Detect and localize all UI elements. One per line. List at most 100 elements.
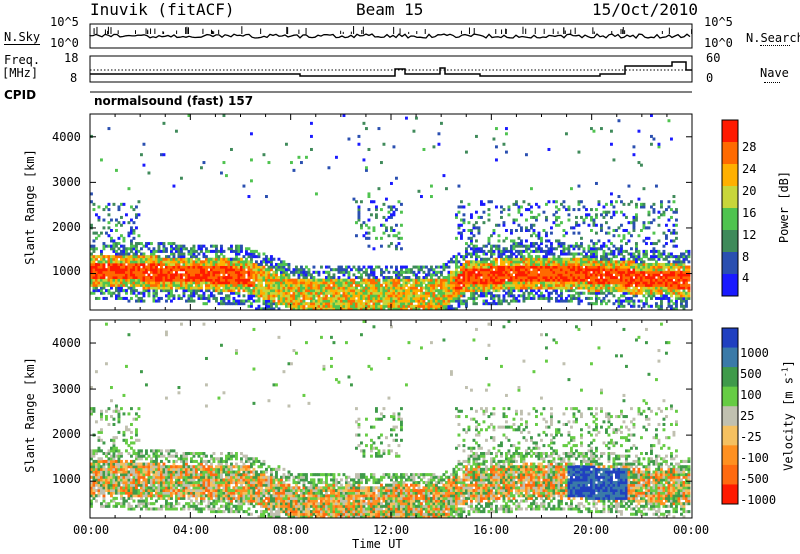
heatmap-cell — [687, 283, 691, 287]
heatmap-cell — [202, 273, 206, 277]
heatmap-cell — [550, 260, 553, 264]
heatmap-cell — [482, 278, 486, 282]
heatmap-cell — [305, 278, 308, 282]
heatmap-cell — [245, 265, 248, 269]
heatmap-cell — [492, 299, 496, 303]
heatmap-cell — [385, 218, 388, 222]
heatmap-cell — [577, 283, 581, 287]
heatmap-cell — [422, 302, 426, 306]
heatmap-cell — [120, 262, 123, 266]
heatmap-cell — [390, 205, 393, 209]
heatmap-cell — [122, 281, 126, 285]
heatmap-cell — [335, 286, 338, 290]
heatmap-cell — [100, 504, 103, 508]
heatmap-cell — [525, 270, 528, 274]
heatmap-cell — [95, 488, 98, 492]
heatmap-cell — [667, 265, 671, 269]
heatmap-cell — [242, 286, 246, 290]
heatmap-cell — [675, 302, 678, 306]
heatmap-cell — [485, 286, 488, 290]
heatmap-cell — [612, 255, 616, 259]
heatmap-cell — [420, 291, 423, 295]
heatmap-cell — [270, 260, 273, 264]
heatmap-cell — [420, 281, 423, 285]
heatmap-cell — [482, 276, 486, 280]
heatmap-cell — [507, 262, 511, 266]
heatmap-cell — [350, 278, 353, 282]
heatmap-cell — [497, 223, 501, 227]
heatmap-cell — [397, 304, 401, 308]
heatmap-cell — [552, 257, 556, 261]
heatmap-cell — [405, 307, 408, 311]
heatmap-cell — [90, 278, 93, 282]
heatmap-cell — [612, 302, 616, 306]
heatmap-cell — [155, 265, 158, 269]
heatmap-cell — [462, 221, 466, 225]
heatmap-cell — [95, 459, 98, 463]
heatmap-cell — [117, 465, 121, 469]
heatmap-cell — [662, 294, 666, 298]
heatmap-cell — [642, 262, 646, 266]
heatmap-cell — [415, 265, 418, 269]
heatmap-cell — [617, 278, 621, 282]
heatmap-cell — [320, 286, 323, 290]
heatmap-cell — [520, 278, 523, 282]
heatmap-cell — [587, 286, 591, 290]
heatmap-cell — [180, 252, 183, 256]
heatmap-cell — [492, 244, 496, 248]
heatmap-cell — [180, 281, 183, 285]
heatmap-cell — [172, 265, 176, 269]
heatmap-cell — [545, 215, 548, 219]
heatmap-cell — [475, 239, 478, 243]
heatmap-cell — [432, 273, 436, 277]
heatmap-cell — [252, 255, 256, 259]
heatmap-cell — [587, 223, 591, 227]
heatmap-cell — [92, 283, 96, 287]
heatmap-cell — [420, 268, 423, 272]
heatmap-cell — [642, 205, 646, 209]
heatmap-cell — [327, 283, 331, 287]
heatmap-cell — [322, 270, 326, 274]
heatmap-cell — [350, 281, 353, 285]
heatmap-cell — [515, 276, 518, 280]
heatmap-cell — [382, 276, 386, 280]
heatmap-cell — [562, 205, 566, 209]
heatmap-cell — [112, 444, 116, 448]
heatmap-cell — [262, 276, 266, 280]
heatmap-cell — [365, 281, 368, 285]
heatmap-cell — [117, 255, 121, 259]
heatmap-cell — [640, 268, 643, 272]
heatmap-cell — [92, 291, 96, 295]
heatmap-cell — [590, 289, 593, 293]
heatmap-cell — [170, 249, 173, 253]
heatmap-cell — [470, 283, 473, 287]
heatmap-cell — [372, 299, 376, 303]
heatmap-cell — [302, 304, 306, 308]
heatmap-cell — [365, 299, 368, 303]
heatmap-cell — [587, 260, 591, 264]
heatmap-cell — [555, 286, 558, 290]
heatmap-cell — [550, 268, 553, 272]
heatmap-cell — [510, 268, 513, 272]
heatmap-cell — [545, 296, 548, 300]
heatmap-cell — [155, 257, 158, 261]
heatmap-cell — [632, 294, 636, 298]
heatmap-cell — [387, 244, 391, 248]
heatmap-cell — [512, 202, 516, 206]
heatmap-cell — [397, 231, 401, 235]
heatmap-cell — [150, 286, 153, 290]
heatmap-cell — [465, 281, 468, 285]
heatmap-cell — [322, 307, 326, 311]
heatmap-cell — [480, 249, 483, 253]
heatmap-cell — [212, 278, 216, 282]
heatmap-cell — [190, 265, 193, 269]
heatmap-cell — [330, 296, 333, 300]
heatmap-cell — [665, 296, 668, 300]
heatmap-cell — [592, 265, 596, 269]
heatmap-cell — [387, 302, 391, 306]
heatmap-cell — [490, 270, 493, 274]
heatmap-cell — [292, 283, 296, 287]
heatmap-cell — [270, 276, 273, 280]
heatmap-cell — [577, 260, 581, 264]
heatmap-cell — [482, 210, 486, 214]
